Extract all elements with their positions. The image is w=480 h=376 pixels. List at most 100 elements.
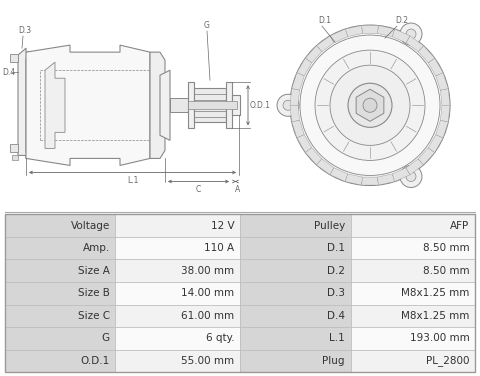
- Text: 6 qty.: 6 qty.: [206, 334, 234, 343]
- Polygon shape: [292, 73, 304, 90]
- Text: D.2: D.2: [327, 266, 345, 276]
- Bar: [350, 237, 475, 259]
- Polygon shape: [290, 89, 300, 105]
- Polygon shape: [297, 58, 312, 76]
- Circle shape: [300, 35, 440, 176]
- Text: Size B: Size B: [78, 288, 110, 298]
- Circle shape: [315, 50, 425, 161]
- Text: G: G: [204, 21, 210, 30]
- Text: 110 A: 110 A: [204, 243, 234, 253]
- Text: L.1: L.1: [329, 334, 345, 343]
- Polygon shape: [406, 159, 423, 175]
- Bar: [188, 82, 194, 128]
- Text: 55.00 mm: 55.00 mm: [181, 356, 234, 366]
- Text: O.D.1: O.D.1: [250, 101, 271, 110]
- Polygon shape: [330, 168, 348, 182]
- Polygon shape: [297, 135, 312, 152]
- Bar: [10, 54, 18, 62]
- Circle shape: [348, 83, 392, 127]
- Text: Size C: Size C: [78, 311, 110, 321]
- Polygon shape: [45, 62, 65, 149]
- Text: D.3: D.3: [18, 26, 31, 35]
- Bar: [226, 82, 232, 128]
- Polygon shape: [378, 26, 395, 36]
- Bar: [350, 305, 475, 327]
- Text: Size A: Size A: [78, 266, 110, 276]
- Polygon shape: [378, 174, 395, 185]
- Bar: [350, 327, 475, 350]
- Bar: [115, 214, 240, 237]
- Circle shape: [290, 25, 450, 185]
- Bar: [240, 259, 350, 282]
- Text: O.D.1: O.D.1: [81, 356, 110, 366]
- Polygon shape: [356, 89, 384, 121]
- Bar: [240, 305, 350, 327]
- Circle shape: [406, 29, 416, 39]
- Text: 61.00 mm: 61.00 mm: [181, 311, 234, 321]
- Bar: [115, 237, 240, 259]
- Circle shape: [363, 98, 377, 112]
- Bar: [10, 144, 18, 152]
- Bar: [170, 98, 188, 112]
- Bar: [240, 214, 350, 237]
- Polygon shape: [290, 105, 300, 122]
- Text: Pulley: Pulley: [313, 221, 345, 230]
- Bar: [232, 95, 240, 115]
- Polygon shape: [436, 73, 448, 90]
- Circle shape: [400, 165, 422, 188]
- Bar: [350, 214, 475, 237]
- Bar: [5, 214, 115, 237]
- Polygon shape: [26, 45, 150, 165]
- Bar: [115, 350, 240, 372]
- Text: 193.00 mm: 193.00 mm: [410, 334, 469, 343]
- Bar: [350, 259, 475, 282]
- Polygon shape: [406, 36, 423, 52]
- Text: D.3: D.3: [327, 288, 345, 298]
- Polygon shape: [428, 58, 443, 76]
- Text: A: A: [235, 185, 240, 194]
- Text: M8x1.25 mm: M8x1.25 mm: [401, 288, 469, 298]
- Polygon shape: [441, 105, 450, 122]
- Polygon shape: [316, 36, 334, 52]
- Polygon shape: [18, 48, 30, 158]
- Polygon shape: [361, 26, 378, 33]
- Circle shape: [283, 100, 293, 110]
- Bar: [5, 259, 115, 282]
- Text: D.1: D.1: [318, 16, 331, 25]
- Bar: [350, 282, 475, 305]
- Bar: [115, 327, 240, 350]
- Text: D.2: D.2: [395, 16, 408, 25]
- Bar: [115, 282, 240, 305]
- Circle shape: [330, 65, 410, 146]
- Text: 14.00 mm: 14.00 mm: [181, 288, 234, 298]
- Polygon shape: [160, 70, 170, 140]
- Text: C: C: [196, 185, 201, 194]
- Circle shape: [277, 94, 299, 116]
- Polygon shape: [292, 120, 304, 138]
- Bar: [5, 350, 115, 372]
- Polygon shape: [392, 168, 410, 182]
- Bar: [115, 259, 240, 282]
- Bar: [240, 282, 350, 305]
- Circle shape: [406, 171, 416, 182]
- Bar: [240, 327, 350, 350]
- Bar: [5, 305, 115, 327]
- Text: Amp.: Amp.: [83, 243, 110, 253]
- Polygon shape: [305, 148, 322, 165]
- Polygon shape: [330, 29, 348, 43]
- Text: D.4: D.4: [327, 311, 345, 321]
- Bar: [115, 305, 240, 327]
- Polygon shape: [418, 45, 435, 63]
- Text: L.1: L.1: [127, 176, 138, 185]
- Polygon shape: [418, 148, 435, 165]
- Text: 12 V: 12 V: [211, 221, 234, 230]
- Polygon shape: [441, 89, 450, 105]
- Bar: [5, 327, 115, 350]
- Text: M8x1.25 mm: M8x1.25 mm: [401, 311, 469, 321]
- Bar: [5, 237, 115, 259]
- Polygon shape: [150, 52, 165, 158]
- Text: 8.50 mm: 8.50 mm: [423, 243, 469, 253]
- Bar: [188, 101, 237, 109]
- Text: AFP: AFP: [450, 221, 469, 230]
- Text: G: G: [102, 334, 110, 343]
